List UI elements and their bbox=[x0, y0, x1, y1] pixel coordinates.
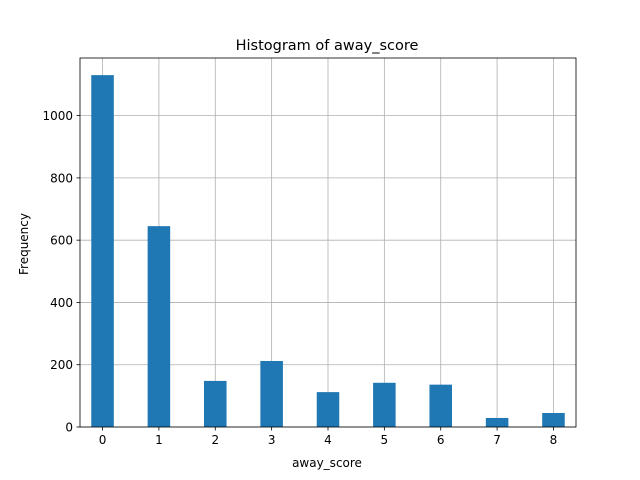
histogram-bar bbox=[204, 380, 227, 427]
y-tick-label: 200 bbox=[50, 358, 73, 372]
histogram-bar bbox=[91, 75, 114, 427]
x-tick-label: 8 bbox=[550, 433, 558, 447]
chart-title: Histogram of away_score bbox=[236, 38, 419, 54]
x-tick-label: 7 bbox=[493, 433, 501, 447]
histogram-bar bbox=[542, 412, 565, 427]
histogram-bar bbox=[316, 392, 340, 427]
x-tick-label: 0 bbox=[99, 433, 107, 447]
y-tick-label: 0 bbox=[65, 421, 73, 435]
y-axis-label: Frequency bbox=[17, 213, 31, 275]
y-tick-label: 1000 bbox=[42, 109, 73, 123]
y-tick-label: 600 bbox=[50, 234, 73, 248]
x-tick-label: 3 bbox=[268, 433, 276, 447]
x-tick-label: 6 bbox=[437, 433, 445, 447]
bars bbox=[91, 75, 565, 427]
y-tick-label: 400 bbox=[50, 296, 73, 310]
histogram-bar bbox=[429, 384, 452, 427]
y-tick-label: 800 bbox=[50, 171, 73, 185]
histogram-bar bbox=[485, 417, 509, 427]
x-tick-label: 5 bbox=[381, 433, 389, 447]
histogram-bar bbox=[147, 226, 171, 427]
x-tick-label: 1 bbox=[155, 433, 163, 447]
ticks: 0 1 2 3 4 5 6 7 8 0 200 400 600 800 1000 bbox=[42, 109, 557, 447]
x-tick-label: 4 bbox=[324, 433, 332, 447]
x-tick-label: 2 bbox=[211, 433, 219, 447]
x-axis-label: away_score bbox=[292, 456, 362, 470]
histogram-bar bbox=[260, 360, 283, 427]
histogram-bar bbox=[373, 382, 396, 427]
